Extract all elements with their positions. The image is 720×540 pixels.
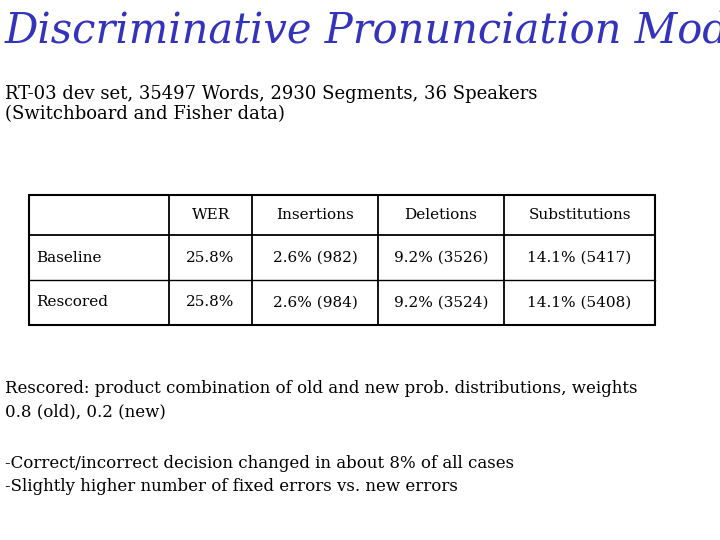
Text: Deletions: Deletions [405, 208, 477, 222]
Text: Substitutions: Substitutions [528, 208, 631, 222]
Text: WER: WER [192, 208, 230, 222]
Text: 9.2% (3526): 9.2% (3526) [394, 251, 488, 265]
Text: 14.1% (5417): 14.1% (5417) [528, 251, 631, 265]
Text: Rescored: Rescored [36, 295, 108, 309]
Text: 2.6% (984): 2.6% (984) [273, 295, 357, 309]
Text: RT-03 dev set, 35497 Words, 2930 Segments, 36 Speakers: RT-03 dev set, 35497 Words, 2930 Segment… [5, 85, 537, 103]
Text: 14.1% (5408): 14.1% (5408) [528, 295, 631, 309]
Bar [29, 195, 655, 325]
Text: 9.2% (3524): 9.2% (3524) [394, 295, 488, 309]
Text: -Correct/incorrect decision changed in about 8% of all cases
-Slightly higher nu: -Correct/incorrect decision changed in a… [5, 455, 514, 496]
Text: Insertions: Insertions [276, 208, 354, 222]
Text: 25.8%: 25.8% [186, 251, 235, 265]
Text: Baseline: Baseline [36, 251, 102, 265]
Text: 25.8%: 25.8% [186, 295, 235, 309]
Text: Rescored: product combination of old and new prob. distributions, weights
0.8 (o: Rescored: product combination of old and… [5, 380, 637, 421]
Text: 2.6% (982): 2.6% (982) [273, 251, 357, 265]
Text: Discriminative Pronunciation Model: Discriminative Pronunciation Model [5, 10, 720, 52]
Text: (Switchboard and Fisher data): (Switchboard and Fisher data) [5, 105, 285, 123]
